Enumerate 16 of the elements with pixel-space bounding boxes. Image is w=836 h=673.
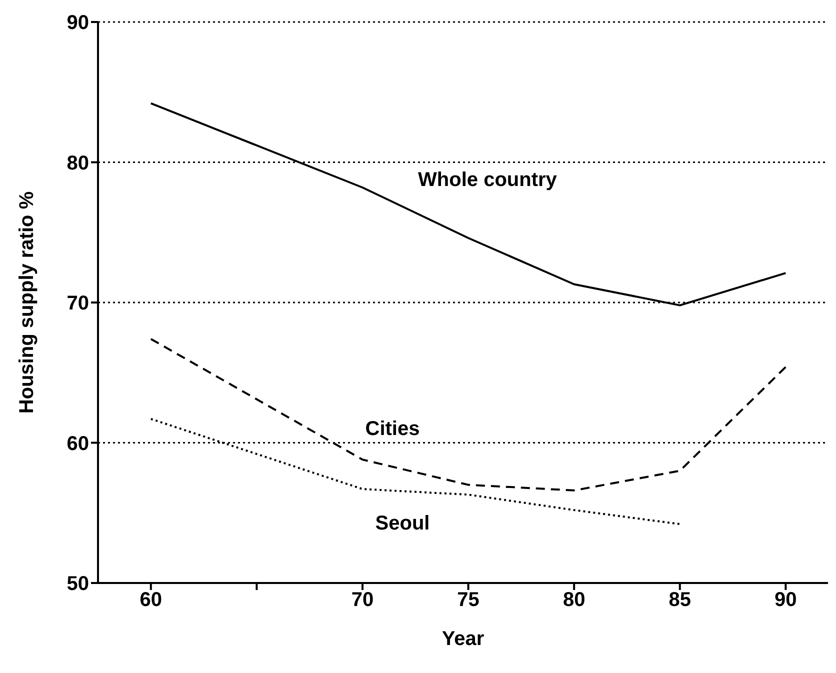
x-tick-label: 85	[668, 589, 692, 612]
y-axis-title: Housing supply ratio %	[16, 191, 38, 414]
series-label: Seoul	[375, 512, 430, 534]
y-tick-label: 50	[66, 573, 89, 596]
x-tick-label: 70	[351, 589, 374, 612]
x-tick-label: 60	[140, 589, 162, 612]
y-tick-label: 90	[66, 12, 89, 34]
x-tick-label: 90	[774, 589, 797, 612]
x-tick-label: 80	[562, 589, 586, 612]
series-label: Whole country	[418, 168, 558, 191]
y-tick-label: 60	[66, 432, 89, 455]
y-tick-label: 70	[66, 292, 89, 315]
series-label: Cities	[365, 418, 420, 440]
y-tick-label: 80	[66, 152, 89, 174]
x-axis-title: Year	[442, 628, 484, 650]
x-tick-label: 75	[457, 589, 480, 612]
